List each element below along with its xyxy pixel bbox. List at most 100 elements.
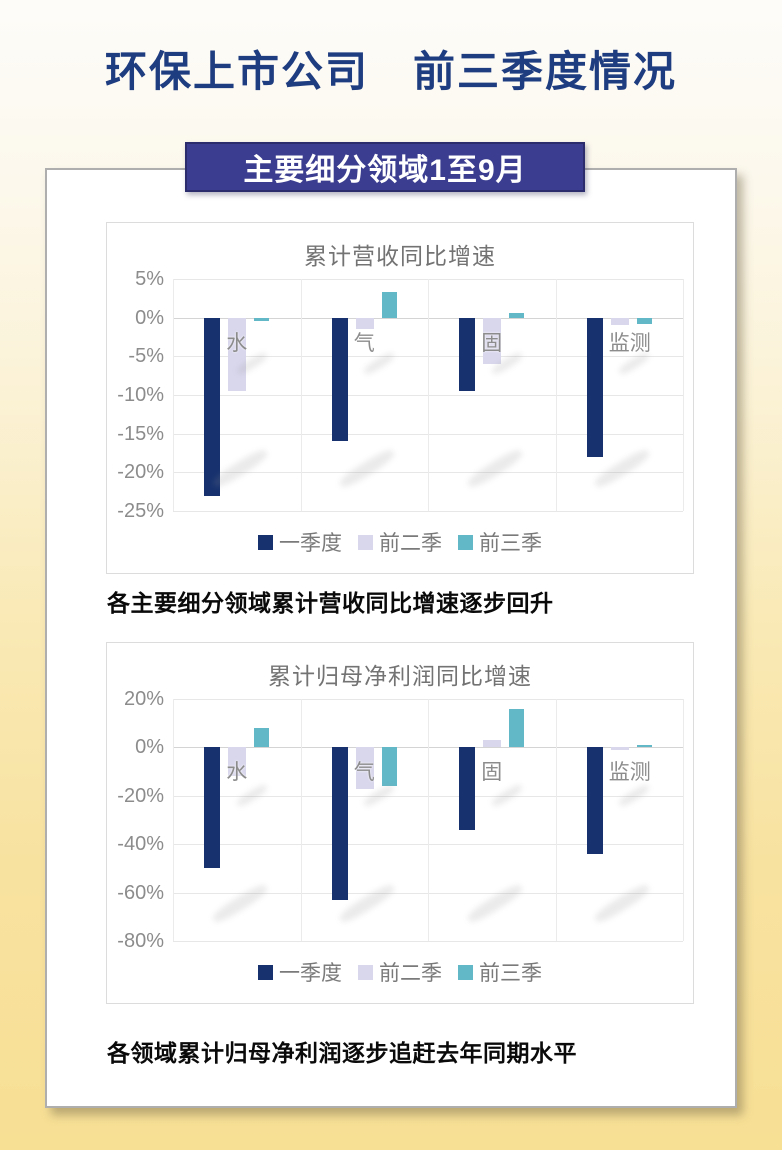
bar-一季度-固 xyxy=(459,747,476,830)
bar-前三季-水 xyxy=(254,317,270,321)
legend-swatch xyxy=(458,534,473,550)
category-label: 固 xyxy=(481,331,503,355)
bar-group-水: 水 xyxy=(173,699,301,941)
section-banner: 主要细分领域1至9月 xyxy=(185,142,585,192)
category-label: 气 xyxy=(353,331,375,355)
legend-label: 一季度 xyxy=(279,532,342,555)
category-label: 水 xyxy=(226,761,248,785)
chart-legend: 一季度 前二季 前三季 xyxy=(107,957,693,987)
gridline-vertical xyxy=(428,699,429,941)
chart-body: 20% 0% -20% -40% -60% -80% 水 气 固 监测 xyxy=(113,688,684,952)
bar-一季度-监测 xyxy=(586,317,603,457)
legend-label: 前三季 xyxy=(479,532,542,555)
y-tick-label: -60% xyxy=(117,881,164,904)
bar-前二季-固 xyxy=(483,317,502,365)
watermark-swoosh xyxy=(210,881,270,926)
bar-前三季-固 xyxy=(509,313,525,318)
bar-一季度-水 xyxy=(204,317,221,496)
y-tick-label: 5% xyxy=(135,268,164,290)
bar-前三季-气 xyxy=(381,292,397,318)
chart-title: 累计归母净利润同比增速 xyxy=(268,663,532,689)
legend-item-一季度: 一季度 xyxy=(258,527,342,557)
gridline-vertical xyxy=(683,279,684,511)
legend-swatch xyxy=(258,964,273,980)
gridline-vertical xyxy=(683,699,684,941)
net-profit-growth-chart: 累计归母净利润同比增速 20% 0% -20% -40% -60% -80% 水气固监测 … xyxy=(106,642,694,1004)
bar-前二季-气 xyxy=(355,317,374,330)
bar-前二季-监测 xyxy=(610,317,629,326)
bar-group-固: 固 xyxy=(428,279,556,511)
y-tick-label: -10% xyxy=(117,384,164,406)
legend-item-前二季: 前二季 xyxy=(358,957,442,987)
legend-label: 前二季 xyxy=(379,962,442,985)
revenue-growth-chart: 累计营收同比增速 5% 0% -5% -10% -15% -20% -25% 水 气 固 监测 一… xyxy=(106,222,694,574)
bar-前三季-水 xyxy=(254,728,270,748)
caption-revenue: 各主要细分领域累计营收同比增速逐步回升 xyxy=(107,590,554,616)
chart-body: 5% 0% -5% -10% -15% -20% -25% 水 气 固 监测 xyxy=(113,268,684,522)
bar-一季度-固 xyxy=(459,317,476,392)
gridline-vertical xyxy=(555,279,557,511)
chart-title: 累计营收同比增速 xyxy=(304,243,496,269)
watermark-swoosh xyxy=(489,782,524,809)
bar-group-监测: 监测 xyxy=(556,699,684,941)
y-tick-label: -40% xyxy=(117,833,164,856)
gridline-vertical xyxy=(555,699,557,941)
legend-swatch xyxy=(358,534,373,550)
watermark-swoosh xyxy=(234,782,269,809)
gridline-vertical xyxy=(428,279,429,511)
bar-一季度-水 xyxy=(204,747,221,869)
bar-group-气: 气 xyxy=(301,699,429,941)
gridline-vertical xyxy=(300,699,302,941)
bar-group-水: 水 xyxy=(173,279,301,511)
category-label: 气 xyxy=(353,761,375,785)
category-label: 固 xyxy=(481,761,503,785)
legend-swatch xyxy=(258,534,273,550)
bar-group-监测: 监测 xyxy=(556,279,684,511)
watermark-swoosh xyxy=(337,446,397,490)
bar-前三季-监测 xyxy=(636,317,652,324)
legend-item-前二季: 前二季 xyxy=(358,527,442,557)
category-label: 监测 xyxy=(608,331,651,355)
plot-area: 水 气 固 监测 xyxy=(173,279,684,512)
plot-area: 水 气 固 监测 xyxy=(173,699,684,942)
bar-前三季-气 xyxy=(381,747,397,787)
y-axis: 5% 0% -5% -10% -15% -20% -25% xyxy=(113,268,173,522)
y-tick-label: -5% xyxy=(128,345,164,368)
legend-label: 一季度 xyxy=(279,962,342,985)
legend-item-前三季: 前三季 xyxy=(458,527,542,557)
watermark-swoosh xyxy=(465,881,525,926)
bar-前二季-水 xyxy=(228,317,247,392)
bar-前二季-水 xyxy=(228,747,247,777)
bar-group-气: 气 xyxy=(301,279,429,511)
legend-label: 前三季 xyxy=(479,962,542,985)
bar-前二季-气 xyxy=(355,747,374,789)
chart-legend: 一季度 前二季 前三季 xyxy=(107,527,693,557)
caption-net-profit: 各领域累计归母净利润逐步追赶去年同期水平 xyxy=(107,1040,577,1066)
watermark-swoosh xyxy=(465,446,525,490)
bar-一季度-监测 xyxy=(586,747,603,854)
legend-swatch xyxy=(458,964,473,980)
category-label: 水 xyxy=(226,331,248,355)
legend-swatch xyxy=(358,964,373,980)
legend-item-前三季: 前三季 xyxy=(458,957,542,987)
y-tick-label: 20% xyxy=(123,688,164,710)
category-label: 监测 xyxy=(608,761,651,785)
gridline-vertical xyxy=(173,279,174,511)
watermark-swoosh xyxy=(617,782,652,809)
bar-前二季-固 xyxy=(483,740,502,748)
gridline-horizontal xyxy=(173,941,683,942)
gridline-horizontal xyxy=(173,511,683,512)
y-tick-label: 0% xyxy=(135,306,164,329)
gridline-vertical xyxy=(173,699,174,941)
bar-group-固: 固 xyxy=(428,699,556,941)
y-tick-label: -80% xyxy=(117,930,164,952)
y-tick-label: -25% xyxy=(117,500,164,522)
content-card: 累计营收同比增速 5% 0% -5% -10% -15% -20% -25% 水气固监测 一… xyxy=(45,168,737,1108)
bar-前三季-固 xyxy=(509,708,525,748)
page-title: 环保上市公司 前三季度情况 xyxy=(104,48,677,95)
bar-前三季-监测 xyxy=(636,744,652,748)
watermark-swoosh xyxy=(592,881,652,926)
bar-一季度-气 xyxy=(331,747,348,900)
bar-前二季-监测 xyxy=(610,747,629,750)
